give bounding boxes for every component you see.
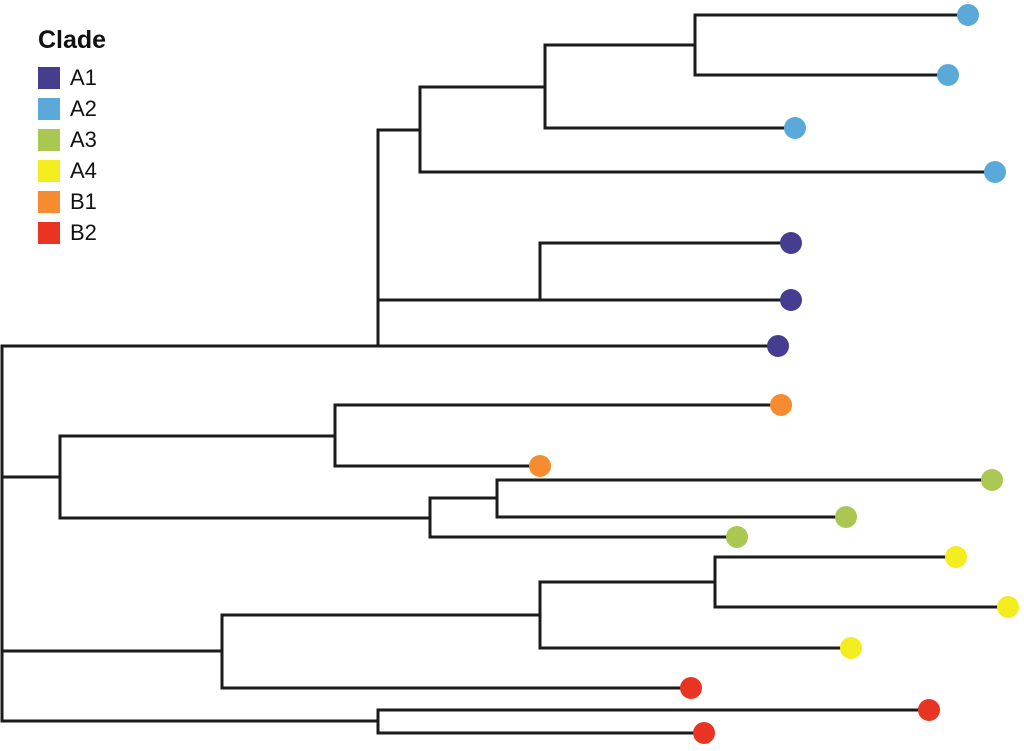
legend-item-a1: A1: [38, 67, 106, 89]
tip-node-a3: [835, 506, 857, 528]
a2-color-swatch: [38, 98, 60, 120]
tip-node-a2: [957, 4, 979, 26]
legend-label-a3: A3: [70, 127, 97, 152]
tip-node-b2: [693, 722, 715, 744]
legend-item-a3: A3: [38, 129, 106, 151]
tip-node-a1: [780, 232, 802, 254]
legend-label-a1: A1: [70, 65, 97, 90]
tip-node-a1: [780, 289, 802, 311]
tip-node-b1: [770, 394, 792, 416]
tip-node-a4: [997, 596, 1019, 618]
a4-color-swatch: [38, 160, 60, 182]
legend-label-a4: A4: [70, 158, 97, 183]
tip-node-b2: [918, 699, 940, 721]
tip-node-a2: [984, 161, 1006, 183]
legend-item-b2: B2: [38, 222, 106, 244]
b1-color-swatch: [38, 191, 60, 213]
clade-legend: Clade A1 A2 A3 A4 B1 B2: [38, 26, 106, 253]
legend-label-a2: A2: [70, 96, 97, 121]
tip-node-b1: [529, 455, 551, 477]
legend-item-b1: B1: [38, 191, 106, 213]
tip-node-a3: [981, 469, 1003, 491]
legend-label-b2: B2: [70, 220, 97, 245]
legend-item-a2: A2: [38, 98, 106, 120]
tip-node-a1: [767, 335, 789, 357]
tip-node-b2: [680, 677, 702, 699]
legend-title: Clade: [38, 26, 107, 54]
b2-color-swatch: [38, 222, 60, 244]
tip-node-a2: [937, 64, 959, 86]
legend-item-a4: A4: [38, 160, 106, 182]
legend-label-b1: B1: [70, 189, 97, 214]
a1-color-swatch: [38, 67, 60, 89]
tip-node-a4: [840, 637, 862, 659]
a3-color-swatch: [38, 129, 60, 151]
tip-node-a3: [726, 526, 748, 548]
tip-node-a4: [945, 546, 967, 568]
tip-node-a2: [784, 117, 806, 139]
